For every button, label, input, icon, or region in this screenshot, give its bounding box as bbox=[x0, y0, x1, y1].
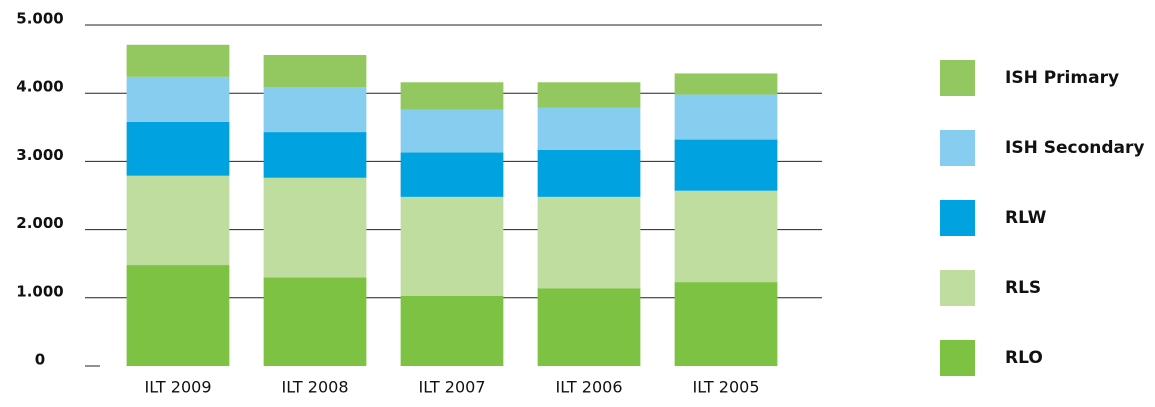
bar-segment bbox=[400, 152, 504, 197]
legend-label: ISH Secondary bbox=[1005, 138, 1144, 158]
legend-label: RLS bbox=[1005, 278, 1041, 298]
legend-label: RLO bbox=[1005, 348, 1043, 368]
bar-segment bbox=[537, 82, 641, 108]
bar-segment bbox=[263, 277, 367, 366]
bar-segment bbox=[263, 87, 367, 133]
x-tick-label: ILT 2009 bbox=[144, 378, 211, 397]
bar-segment bbox=[400, 82, 504, 110]
y-tick-label: 2.000 bbox=[16, 214, 63, 232]
bar-segment bbox=[537, 149, 641, 197]
bar-segment bbox=[537, 196, 641, 289]
bar-segment bbox=[400, 196, 504, 296]
bar-segment bbox=[400, 109, 504, 153]
bar-segment bbox=[400, 295, 504, 366]
legend-swatch bbox=[940, 200, 975, 236]
legend-label: ISH Primary bbox=[1005, 68, 1119, 88]
bar-segment bbox=[263, 132, 367, 178]
bar-segment bbox=[126, 265, 230, 366]
legend-swatch bbox=[940, 340, 975, 376]
bar-segment bbox=[674, 139, 778, 191]
bar-segment bbox=[537, 288, 641, 366]
legend-swatch bbox=[940, 130, 975, 166]
legend-label: RLW bbox=[1005, 208, 1047, 228]
y-tick-label: 4.000 bbox=[16, 78, 63, 96]
bar-segment bbox=[126, 76, 230, 122]
x-tick-label: ILT 2006 bbox=[555, 378, 622, 397]
bar-segment bbox=[674, 94, 778, 140]
legend-swatch bbox=[940, 60, 975, 96]
bar-segment bbox=[126, 121, 230, 176]
bar-segment bbox=[674, 73, 778, 95]
bar-segment bbox=[674, 282, 778, 366]
legend-swatch bbox=[940, 270, 975, 306]
bar-segment bbox=[674, 190, 778, 283]
y-tick-label: 0 bbox=[35, 351, 45, 369]
bar-segment bbox=[126, 44, 230, 77]
y-tick-label: 5.000 bbox=[16, 10, 63, 28]
x-tick-label: ILT 2008 bbox=[281, 378, 348, 397]
y-tick-label: 1.000 bbox=[16, 282, 63, 300]
y-tick-label: 3.000 bbox=[16, 146, 63, 164]
x-tick-label: ILT 2007 bbox=[418, 378, 485, 397]
bar-segment bbox=[263, 55, 367, 88]
bar-segment bbox=[126, 175, 230, 266]
bar-segment bbox=[537, 107, 641, 150]
x-tick-label: ILT 2005 bbox=[692, 378, 759, 397]
bar-segment bbox=[263, 177, 367, 278]
